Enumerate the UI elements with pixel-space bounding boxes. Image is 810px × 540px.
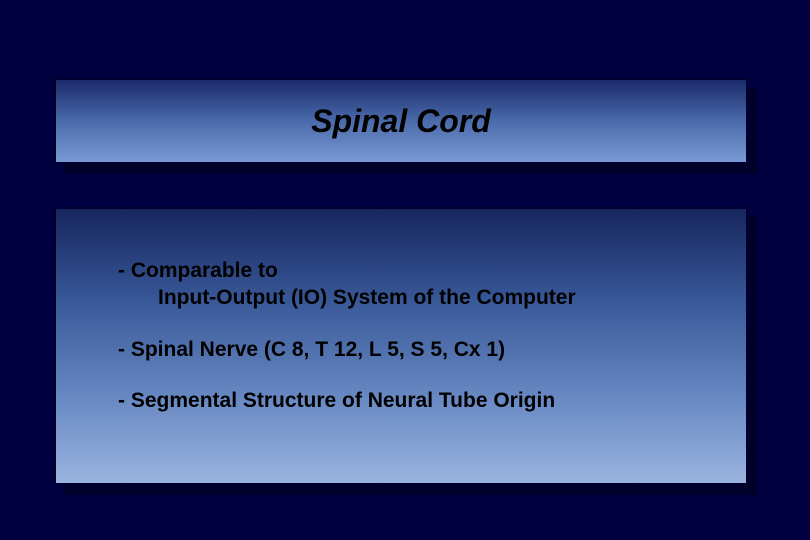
bullet-item-2: - Spinal Nerve (C 8, T 12, L 5, S 5, Cx … [118, 336, 684, 363]
bullet-item-1: - Comparable to Input-Output (IO) System… [118, 257, 684, 312]
bullet-text: - Comparable to [118, 259, 278, 282]
bullet-text: - Segmental Structure of Neural Tube Ori… [118, 389, 555, 412]
slide-title: Spinal Cord [311, 103, 491, 140]
title-box: Spinal Cord [54, 78, 748, 164]
content-box: - Comparable to Input-Output (IO) System… [54, 207, 748, 485]
bullet-item-3: - Segmental Structure of Neural Tube Ori… [118, 387, 684, 414]
bullet-text: - Spinal Nerve (C 8, T 12, L 5, S 5, Cx … [118, 338, 505, 361]
bullet-text-indent: Input-Output (IO) System of the Computer [118, 284, 684, 311]
